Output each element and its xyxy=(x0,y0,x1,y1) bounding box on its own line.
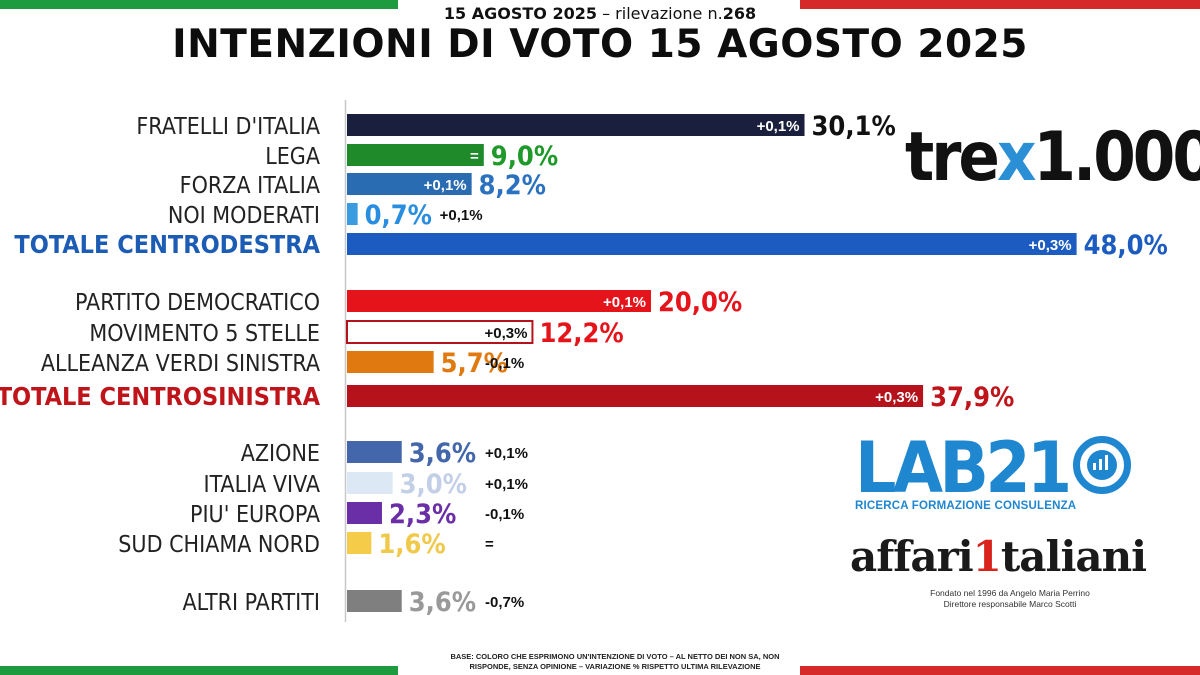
category-label: MOVIMENTO 5 STELLE xyxy=(89,321,320,347)
value-label: 5,7% xyxy=(441,348,508,379)
change-label: = xyxy=(470,148,479,165)
value-label: 3,6% xyxy=(409,438,476,469)
affari-taliani-text: taliani xyxy=(1000,532,1147,581)
category-label: TOTALE CENTROSINISTRA xyxy=(0,382,321,411)
footnote-line-1: BASE: COLORO CHE ESPRIMONO UN'INTENZIONE… xyxy=(450,652,780,661)
change-label: -0,1% xyxy=(485,355,524,372)
value-label: 3,0% xyxy=(400,469,467,500)
category-label: PIU' EUROPA xyxy=(190,502,320,528)
affari-text: affari xyxy=(850,532,974,581)
bar xyxy=(347,385,924,407)
survey-date: 15 AGOSTO 2025 xyxy=(443,4,597,23)
category-label: FORZA ITALIA xyxy=(180,173,320,199)
flag-stripe-red-bottom xyxy=(800,666,1200,675)
value-label: 0,7% xyxy=(365,200,432,231)
value-label: 30,1% xyxy=(812,111,896,142)
bar xyxy=(347,351,434,373)
logo-x-text: x xyxy=(996,118,1036,197)
change-label: +0,1% xyxy=(424,177,467,194)
change-label: +0,1% xyxy=(440,207,483,224)
flag-stripe-green-bottom xyxy=(0,666,398,675)
category-label: SUD CHIAMA NORD xyxy=(118,532,320,558)
category-label: TOTALE CENTRODESTRA xyxy=(14,230,320,259)
bar xyxy=(347,233,1077,255)
affari-founder-line: Fondato nel 1996 da Angelo Maria Perrino xyxy=(930,588,1090,598)
change-label: +0,1% xyxy=(485,476,528,493)
category-label: FRATELLI D'ITALIA xyxy=(136,114,320,140)
bar xyxy=(347,173,472,195)
value-label: 48,0% xyxy=(1084,230,1168,261)
value-label: 9,0% xyxy=(491,141,558,172)
value-label: 8,2% xyxy=(479,170,546,201)
bar xyxy=(347,532,372,554)
bar xyxy=(347,441,402,463)
category-label: NOI MODERATI xyxy=(168,203,320,229)
survey-subtitle: 15 AGOSTO 2025 – rilevazione n.268 xyxy=(0,4,1200,23)
flag-stripe-red-top xyxy=(800,0,1200,9)
logo-tre-text: tre xyxy=(905,118,1000,197)
change-label: +0,1% xyxy=(603,294,646,311)
change-label: -0,1% xyxy=(485,506,524,523)
footnote-line-2: RISPONDE, SENZA OPINIONE – VARIAZIONE % … xyxy=(469,662,761,671)
lab21-logo: LAB21 RICERCA FORMAZIONE CONSULENZA xyxy=(855,433,1155,512)
lab21-chart-icon xyxy=(1073,436,1131,494)
change-label: +0,3% xyxy=(484,325,527,342)
bar xyxy=(347,114,805,136)
value-label: 37,9% xyxy=(930,382,1014,413)
change-label: +0,1% xyxy=(757,118,800,135)
bar xyxy=(347,144,484,166)
category-label: LEGA xyxy=(265,144,320,170)
category-label: AZIONE xyxy=(241,441,320,467)
logo-1000-text: 1.000 xyxy=(1033,118,1200,197)
category-label: ITALIA VIVA xyxy=(203,472,320,498)
trex1000-logo: trex1.000 xyxy=(905,124,1200,192)
category-label: ALTRI PARTITI xyxy=(182,590,320,616)
change-label: +0,3% xyxy=(1029,237,1072,254)
flag-stripe-green-top xyxy=(0,0,398,9)
change-label: +0,3% xyxy=(875,389,918,406)
bar xyxy=(347,590,402,612)
affari-director-line: Direttore responsabile Marco Scotti xyxy=(943,599,1077,609)
value-label: 20,0% xyxy=(658,287,742,318)
category-label: PARTITO DEMOCRATICO xyxy=(75,290,320,316)
bar xyxy=(347,502,382,524)
bar xyxy=(347,203,358,225)
bar xyxy=(346,320,534,344)
value-label: 3,6% xyxy=(409,587,476,618)
value-label: 12,2% xyxy=(539,318,623,349)
category-label: ALLEANZA VERDI SINISTRA xyxy=(41,351,320,377)
affaritaliani-logo: affari1taliani xyxy=(850,532,1147,581)
change-label: +0,1% xyxy=(485,445,528,462)
bar xyxy=(347,472,393,494)
chart-title: INTENZIONI DI VOTO 15 AGOSTO 2025 xyxy=(172,22,1028,67)
affari-one: 1 xyxy=(972,532,1002,581)
footnote: BASE: COLORO CHE ESPRIMONO UN'INTENZIONE… xyxy=(380,652,850,672)
change-label: -0,7% xyxy=(485,594,524,611)
survey-separator: – rilevazione n. xyxy=(597,4,723,23)
bar xyxy=(347,290,651,312)
value-label: 2,3% xyxy=(389,499,456,530)
change-label: = xyxy=(485,536,494,553)
value-label: 1,6% xyxy=(378,529,445,560)
lab21-tagline: RICERCA FORMAZIONE CONSULENZA xyxy=(855,500,1077,512)
survey-number: 268 xyxy=(722,4,757,23)
lab21-wordmark: LAB21 xyxy=(855,427,1072,509)
